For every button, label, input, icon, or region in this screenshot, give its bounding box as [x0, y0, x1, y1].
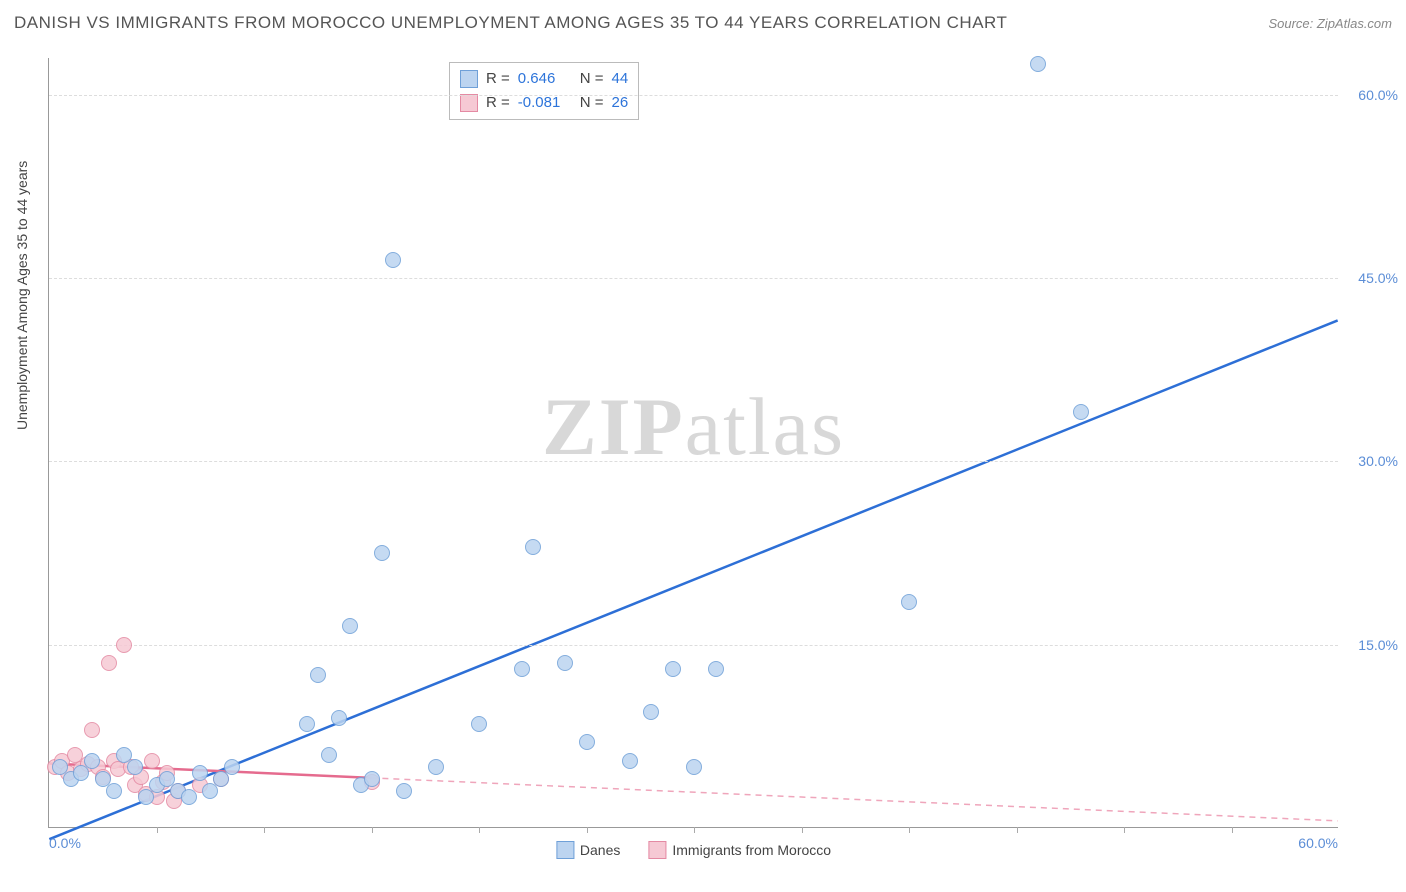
legend-item-danes: Danes — [556, 841, 620, 859]
point-danes — [106, 783, 122, 799]
x-minor-tick — [909, 827, 910, 833]
x-minor-tick — [1232, 827, 1233, 833]
correlation-box: R = 0.646 N = 44 R = -0.081 N = 26 — [449, 62, 639, 120]
gridline — [49, 278, 1338, 279]
y-tick-label: 15.0% — [1344, 637, 1398, 653]
point-danes — [181, 789, 197, 805]
point-danes — [84, 753, 100, 769]
legend-label-danes: Danes — [580, 842, 620, 858]
point-danes — [299, 716, 315, 732]
correlation-row-danes: R = 0.646 N = 44 — [460, 67, 628, 91]
legend: Danes Immigrants from Morocco — [556, 841, 831, 859]
x-minor-tick — [372, 827, 373, 833]
swatch-morocco — [460, 94, 478, 112]
point-danes — [224, 759, 240, 775]
point-danes — [364, 771, 380, 787]
point-morocco — [84, 722, 100, 738]
point-danes — [514, 661, 530, 677]
point-danes — [901, 594, 917, 610]
legend-swatch-morocco — [648, 841, 666, 859]
point-danes — [385, 252, 401, 268]
point-danes — [321, 747, 337, 763]
legend-swatch-danes — [556, 841, 574, 859]
legend-item-morocco: Immigrants from Morocco — [648, 841, 831, 859]
chart-title: DANISH VS IMMIGRANTS FROM MOROCCO UNEMPL… — [14, 13, 1007, 33]
x-tick-max: 60.0% — [1298, 835, 1338, 851]
point-danes — [471, 716, 487, 732]
point-danes — [127, 759, 143, 775]
point-danes — [331, 710, 347, 726]
x-minor-tick — [264, 827, 265, 833]
gridline — [49, 461, 1338, 462]
point-morocco — [116, 637, 132, 653]
chart-header: DANISH VS IMMIGRANTS FROM MOROCCO UNEMPL… — [0, 0, 1406, 46]
x-minor-tick — [157, 827, 158, 833]
swatch-danes — [460, 70, 478, 88]
x-minor-tick — [1017, 827, 1018, 833]
y-tick-label: 60.0% — [1344, 87, 1398, 103]
point-danes — [342, 618, 358, 634]
gridline — [49, 645, 1338, 646]
point-danes — [192, 765, 208, 781]
point-danes — [525, 539, 541, 555]
x-tick-min: 0.0% — [49, 835, 81, 851]
point-danes — [708, 661, 724, 677]
x-minor-tick — [1124, 827, 1125, 833]
plot-area: ZIPatlas R = 0.646 N = 44 R = -0.081 N =… — [48, 58, 1338, 828]
point-morocco — [144, 753, 160, 769]
point-danes — [686, 759, 702, 775]
y-axis-title: Unemployment Among Ages 35 to 44 years — [14, 161, 30, 430]
legend-label-morocco: Immigrants from Morocco — [672, 842, 831, 858]
point-danes — [310, 667, 326, 683]
source-attribution: Source: ZipAtlas.com — [1268, 16, 1392, 31]
point-danes — [374, 545, 390, 561]
x-minor-tick — [802, 827, 803, 833]
point-danes — [1073, 404, 1089, 420]
point-danes — [622, 753, 638, 769]
x-minor-tick — [587, 827, 588, 833]
y-tick-label: 45.0% — [1344, 270, 1398, 286]
point-danes — [396, 783, 412, 799]
point-danes — [643, 704, 659, 720]
point-danes — [579, 734, 595, 750]
point-morocco — [101, 655, 117, 671]
point-danes — [557, 655, 573, 671]
x-minor-tick — [694, 827, 695, 833]
gridline — [49, 95, 1338, 96]
point-danes — [1030, 56, 1046, 72]
y-tick-label: 30.0% — [1344, 453, 1398, 469]
x-minor-tick — [479, 827, 480, 833]
trend-lines — [49, 58, 1338, 827]
point-danes — [665, 661, 681, 677]
point-danes — [428, 759, 444, 775]
